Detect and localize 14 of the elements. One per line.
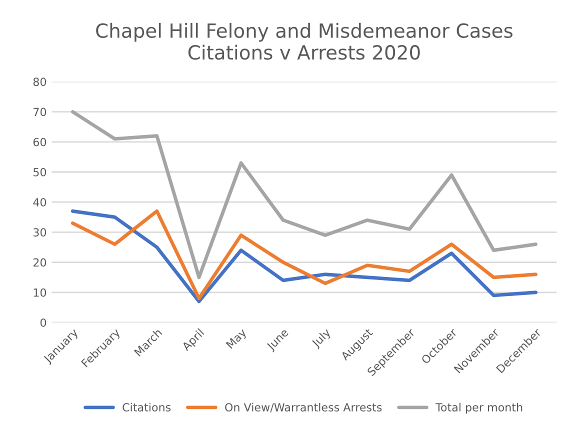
y-tick-label: 60 bbox=[33, 138, 46, 146]
legend-label: Citations bbox=[122, 402, 171, 412]
y-tick-label: 50 bbox=[34, 168, 46, 176]
y-tick-label: 40 bbox=[33, 198, 46, 206]
legend-label: On View/Warrantless Arrests bbox=[225, 402, 382, 412]
y-tick-label: 70 bbox=[34, 108, 46, 116]
y-tick-label: 20 bbox=[33, 258, 46, 267]
legend-label: Total per month bbox=[436, 402, 522, 414]
y-tick-label: 10 bbox=[34, 288, 46, 297]
line-series bbox=[70, 110, 538, 280]
y-tick-label: 0 bbox=[40, 318, 46, 327]
y-tick-label: 80 bbox=[33, 78, 46, 86]
chart-title: Chapel Hill Felony and Misdemeanor Cases Citations v Arrests 2020 bbox=[96, 22, 512, 60]
y-tick-label: 30 bbox=[34, 228, 46, 237]
